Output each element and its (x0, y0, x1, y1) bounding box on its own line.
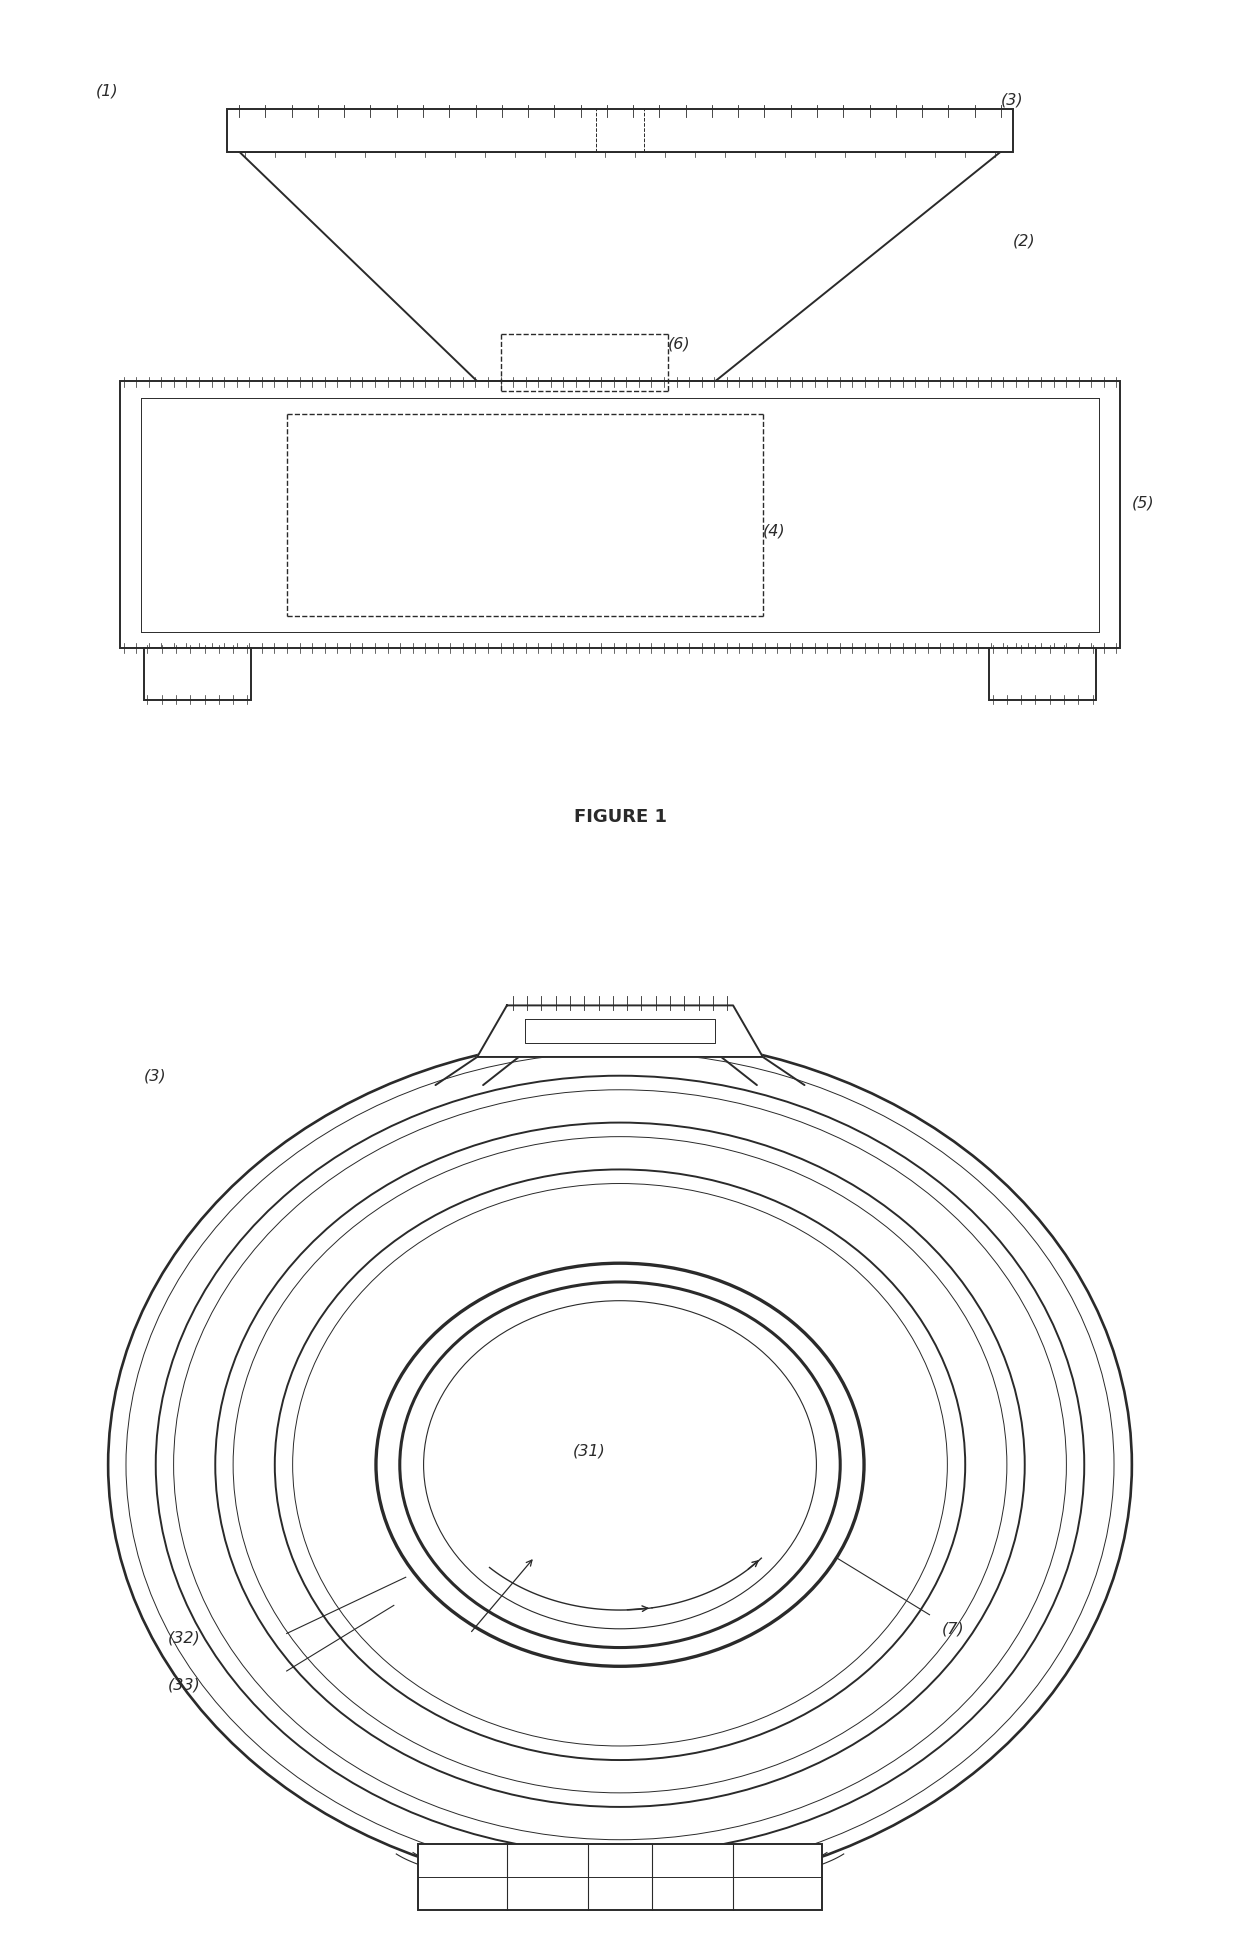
Text: (7): (7) (941, 1621, 963, 1637)
Bar (144, 648, 250, 699)
Ellipse shape (376, 1264, 864, 1666)
Text: (2): (2) (1013, 232, 1035, 248)
Text: (6): (6) (667, 336, 691, 352)
Bar (418, 1844, 822, 1910)
Ellipse shape (399, 1281, 841, 1648)
Text: (5): (5) (1132, 496, 1154, 512)
Bar (120, 381, 1120, 648)
Bar (227, 109, 1013, 152)
Bar (990, 648, 1096, 699)
Text: FIGURE 1: FIGURE 1 (573, 809, 667, 826)
Text: (4): (4) (763, 523, 785, 539)
Text: (31): (31) (573, 1443, 605, 1459)
Text: (33): (33) (167, 1678, 201, 1693)
Text: FIGURE 2: FIGURE 2 (573, 1887, 667, 1904)
Text: (32): (32) (167, 1631, 201, 1646)
Ellipse shape (424, 1301, 816, 1629)
Text: (3): (3) (144, 1068, 166, 1084)
Polygon shape (477, 1006, 763, 1057)
Text: (1): (1) (97, 84, 119, 98)
Text: (3): (3) (1001, 92, 1023, 107)
